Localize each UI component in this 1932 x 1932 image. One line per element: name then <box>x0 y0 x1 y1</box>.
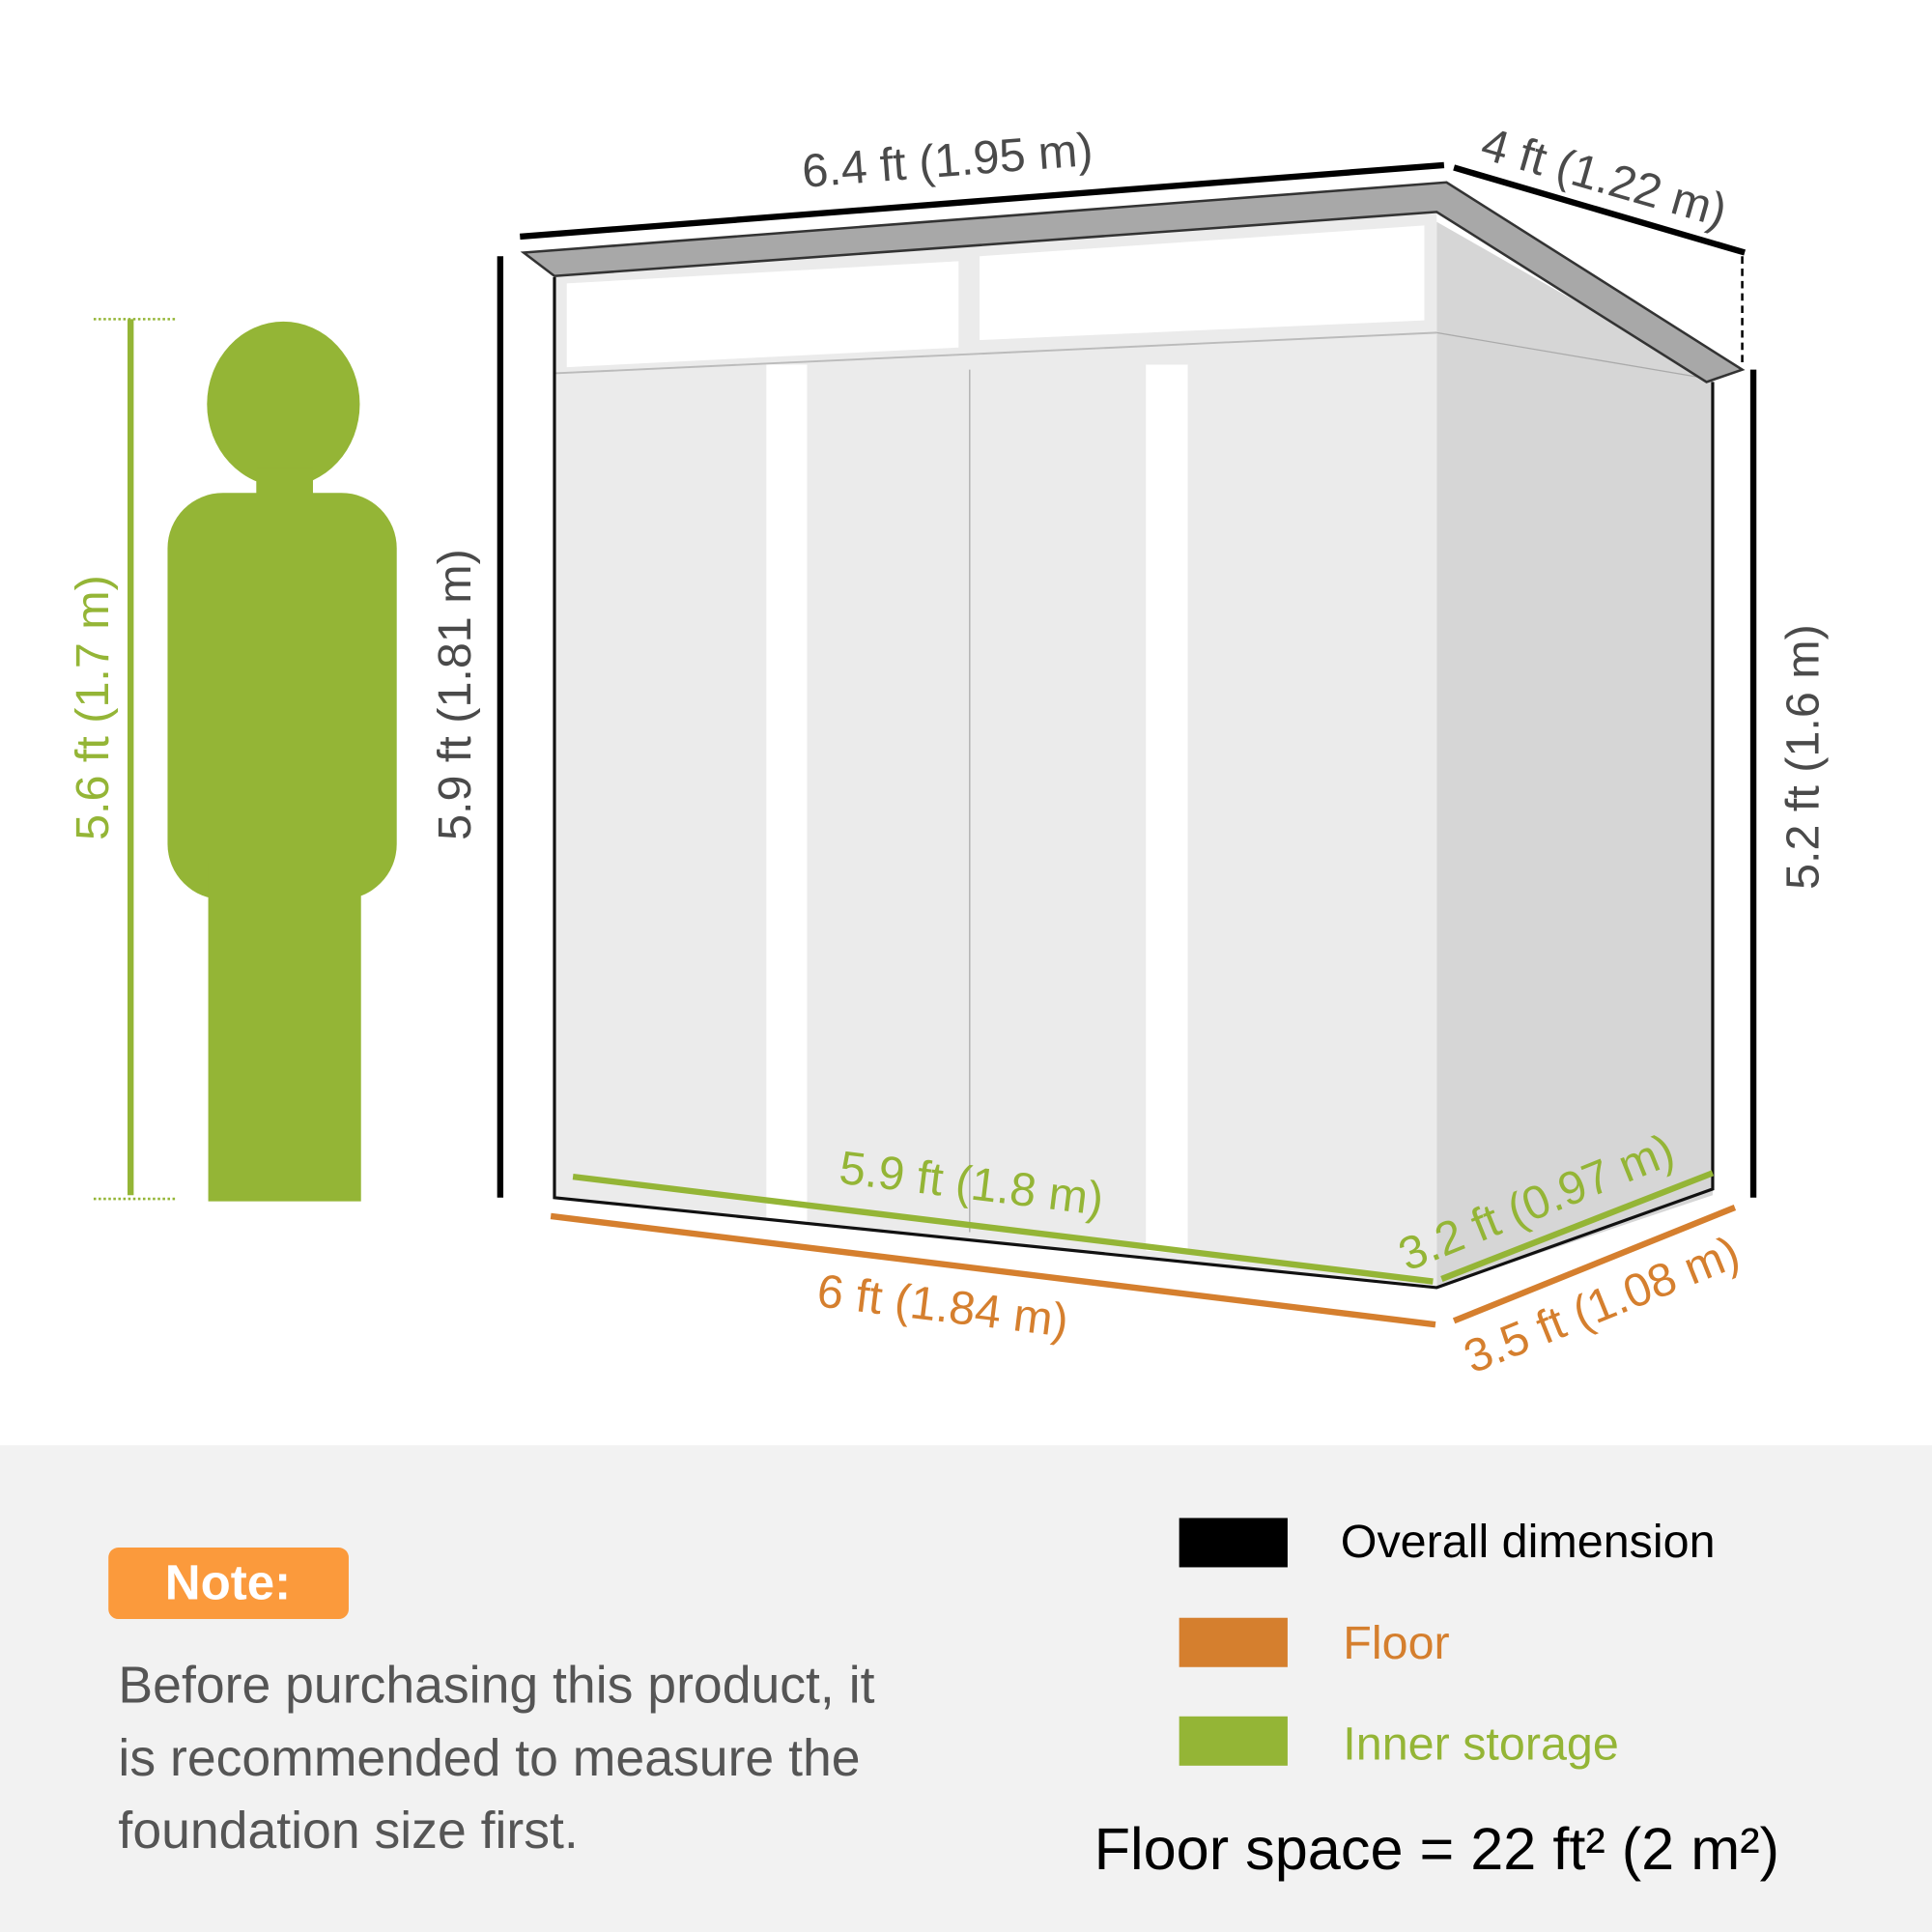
depth-top-label: 4 ft (1.22 m) <box>1476 118 1733 238</box>
note-line-2: is recommended to measure the <box>118 1730 860 1787</box>
legend-swatch-inner <box>1179 1716 1288 1766</box>
height-back-label: 5.2 ft (1.6 m) <box>1777 624 1830 890</box>
legend-label-inner: Inner storage <box>1343 1718 1619 1770</box>
legend-swatch-overall <box>1179 1518 1288 1568</box>
person-silhouette <box>167 321 397 1202</box>
overall-dimension-lines <box>497 161 1757 1198</box>
info-panel <box>0 1445 1932 1932</box>
legend-label-floor: Floor <box>1343 1617 1449 1669</box>
width-top-label: 6.4 ft (1.95 m) <box>800 124 1094 198</box>
inner-storage-lines <box>572 1170 1715 1285</box>
note-badge <box>108 1548 349 1620</box>
legend-swatch-floor <box>1179 1617 1288 1667</box>
floor-lines <box>550 1205 1737 1328</box>
height-front-label: 5.9 ft (1.81 m) <box>429 549 481 840</box>
note-badge-label: Note: <box>165 1555 291 1610</box>
note-line-1: Before purchasing this product, it <box>118 1658 874 1715</box>
floor-space-label: Floor space = 22 ft² (2 m²) <box>1094 1816 1779 1882</box>
person-height-label: 5.6 ft (1.7 m) <box>67 575 119 840</box>
shed-illustration <box>520 181 1746 1290</box>
person-height-line <box>93 318 176 1201</box>
legend-label-overall: Overall dimension <box>1341 1516 1716 1568</box>
note-line-3: foundation size first. <box>118 1803 578 1860</box>
